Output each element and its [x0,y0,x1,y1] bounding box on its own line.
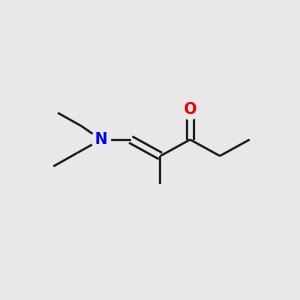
Circle shape [181,100,200,119]
Circle shape [92,130,110,149]
Text: O: O [184,102,196,117]
Text: N: N [94,132,107,147]
